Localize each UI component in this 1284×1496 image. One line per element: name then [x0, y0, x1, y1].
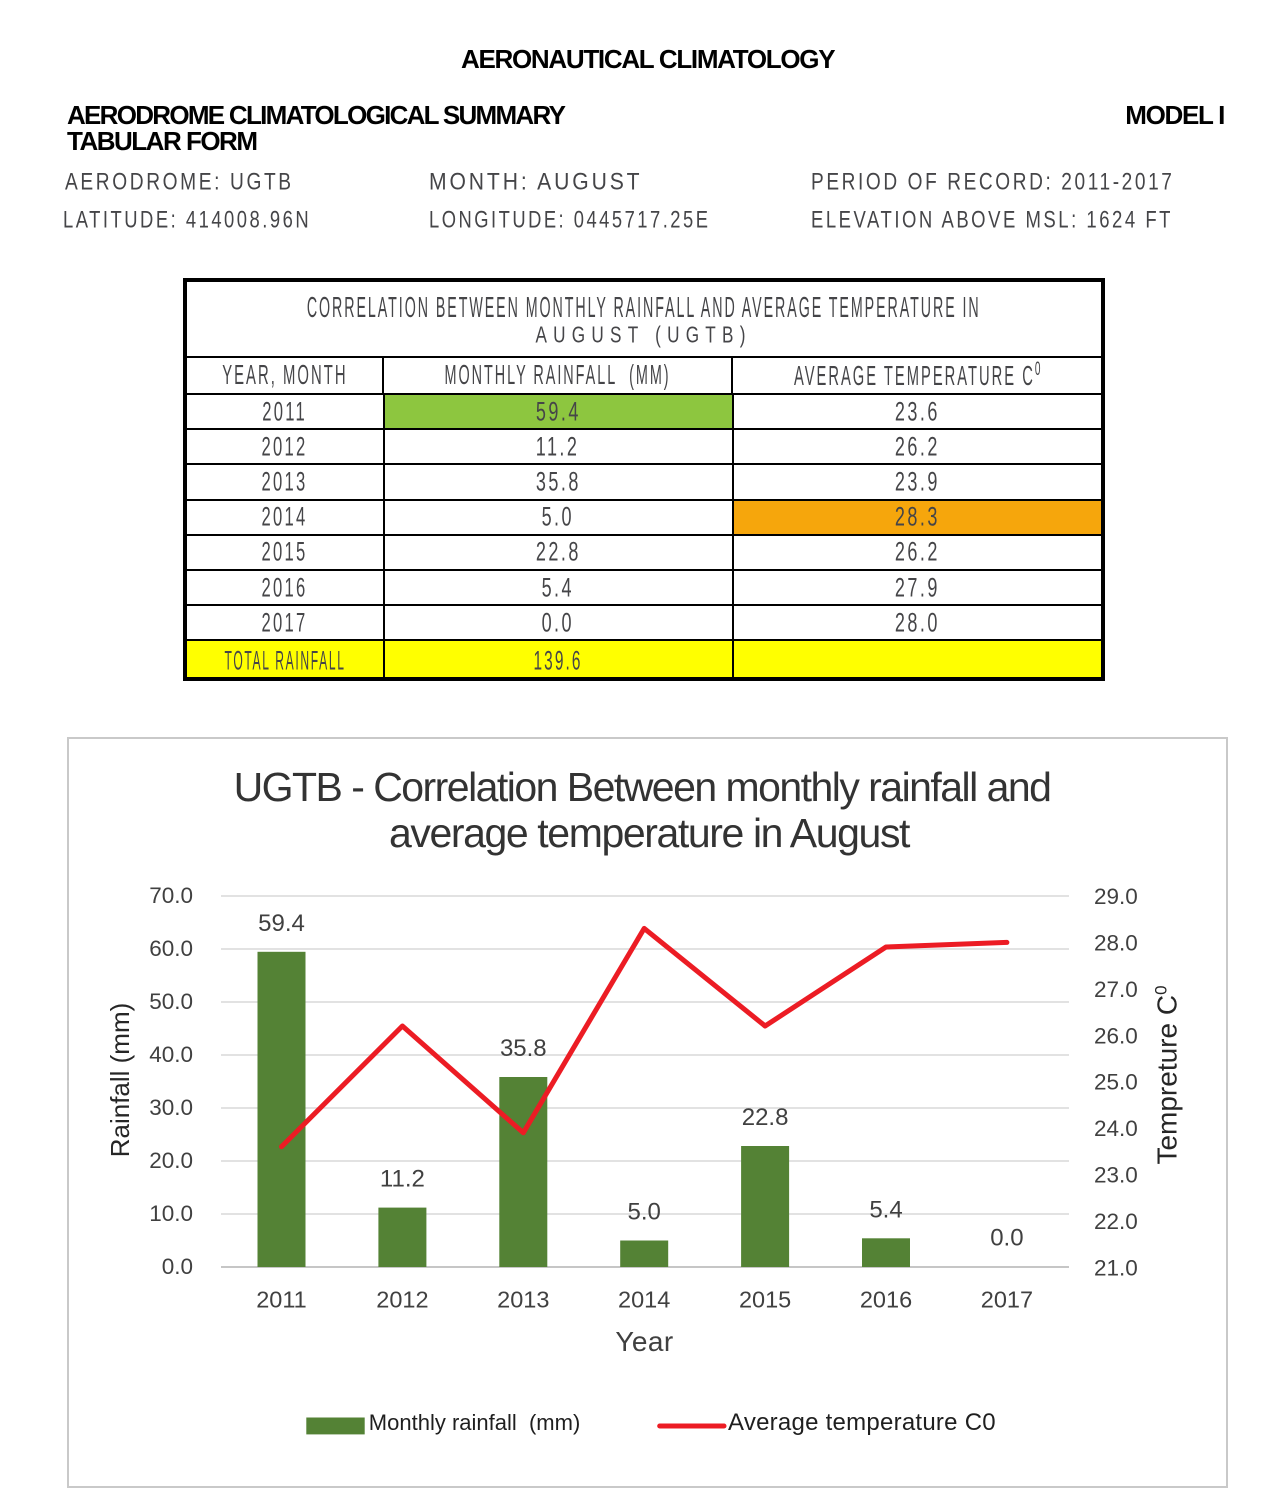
svg-text:60.0: 60.0	[149, 936, 193, 961]
svg-text:2014: 2014	[618, 1286, 670, 1312]
svg-text:26.0: 26.0	[1094, 1023, 1138, 1048]
svg-text:Tempreture C0: Tempreture C0	[1152, 985, 1183, 1164]
svg-text:40.0: 40.0	[149, 1042, 193, 1067]
svg-text:22.0: 22.0	[1094, 1209, 1138, 1234]
svg-text:Rainfall (mm): Rainfall (mm)	[105, 1003, 135, 1158]
svg-text:0.0: 0.0	[162, 1254, 193, 1279]
svg-text:0.0: 0.0	[990, 1225, 1023, 1252]
svg-text:2015: 2015	[739, 1286, 791, 1312]
svg-text:24.0: 24.0	[1094, 1116, 1138, 1141]
svg-text:UGTB - Correlation Between mon: UGTB - Correlation Between monthly rainf…	[234, 764, 1051, 810]
svg-text:27.0: 27.0	[1094, 977, 1138, 1002]
svg-text:59.4: 59.4	[258, 910, 305, 937]
svg-text:29.0: 29.0	[1094, 884, 1138, 909]
svg-text:5.4: 5.4	[869, 1196, 902, 1223]
svg-text:23.0: 23.0	[1094, 1163, 1138, 1188]
svg-text:21.0: 21.0	[1094, 1255, 1138, 1280]
svg-text:30.0: 30.0	[149, 1095, 193, 1120]
svg-text:2017: 2017	[981, 1286, 1033, 1312]
svg-text:average temperature in August: average temperature in August	[389, 810, 911, 856]
svg-text:Year: Year	[615, 1326, 673, 1357]
svg-text:2013: 2013	[497, 1286, 549, 1312]
svg-text:2016: 2016	[860, 1286, 912, 1312]
svg-text:11.2: 11.2	[380, 1166, 425, 1193]
svg-text:Monthly rainfall (mm): Monthly rainfall (mm)	[369, 1410, 580, 1435]
svg-text:2011: 2011	[256, 1286, 307, 1312]
svg-text:22.8: 22.8	[742, 1104, 789, 1131]
svg-text:35.8: 35.8	[500, 1035, 547, 1062]
svg-text:10.0: 10.0	[149, 1201, 193, 1226]
svg-text:70.0: 70.0	[149, 883, 193, 908]
svg-text:25.0: 25.0	[1094, 1070, 1138, 1095]
svg-text:50.0: 50.0	[149, 989, 193, 1014]
svg-text:Average temperature C0: Average temperature C0	[728, 1409, 996, 1436]
svg-text:28.0: 28.0	[1094, 930, 1138, 955]
svg-text:5.0: 5.0	[628, 1199, 661, 1226]
svg-text:20.0: 20.0	[149, 1148, 193, 1173]
svg-text:2012: 2012	[376, 1286, 428, 1312]
